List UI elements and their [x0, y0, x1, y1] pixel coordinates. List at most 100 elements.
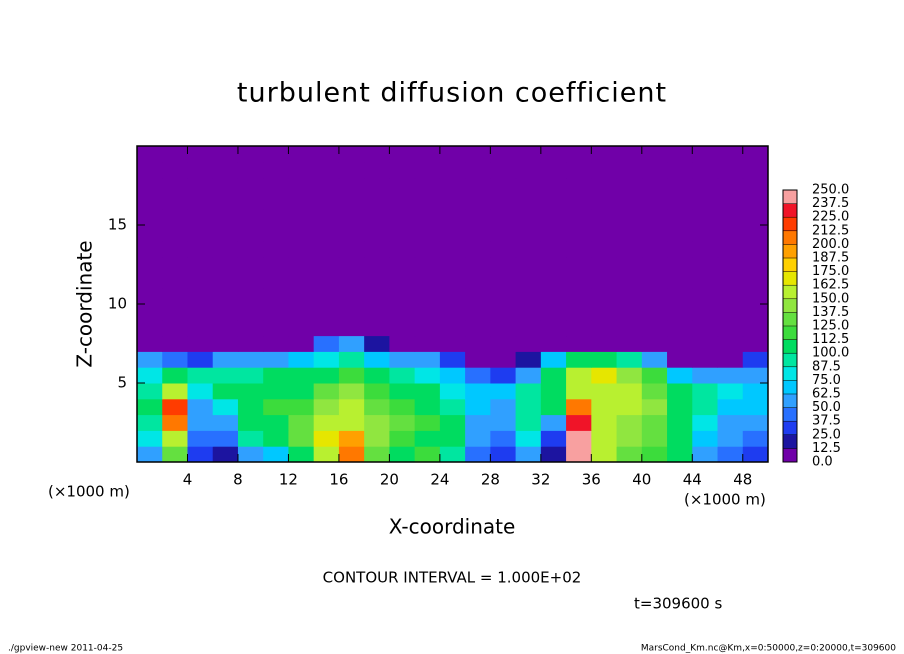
heat-cell	[313, 319, 340, 337]
heat-cell	[566, 430, 592, 447]
heat-cell	[137, 351, 163, 368]
heat-cell	[439, 177, 466, 194]
heat-cell	[263, 193, 289, 210]
heat-cell	[641, 304, 668, 321]
heat-cell	[288, 383, 315, 400]
heat-cell	[414, 193, 441, 210]
heat-cell	[364, 161, 390, 179]
heat-cell	[414, 414, 441, 431]
heat-cell	[667, 177, 693, 194]
heat-cell	[288, 398, 315, 416]
heat-cell	[338, 335, 365, 352]
footer-right: MarsCond_Km.nc@Km,x=0:50000,z=0:20000,t=…	[641, 644, 896, 654]
heat-cell	[162, 256, 188, 273]
heat-cell	[439, 430, 466, 447]
heat-cell	[162, 288, 188, 305]
heat-cell	[313, 288, 340, 305]
heat-cell	[717, 367, 744, 384]
heat-cell	[162, 351, 188, 368]
heat-cell	[364, 335, 390, 352]
heat-cell	[212, 256, 239, 273]
heat-cell	[641, 351, 668, 368]
heat-cell	[364, 146, 390, 163]
heat-cell	[187, 304, 214, 321]
heat-cell	[591, 288, 618, 305]
heat-cell	[439, 256, 466, 273]
heat-cell	[667, 335, 693, 352]
heat-cell	[162, 367, 188, 384]
heat-cell	[616, 177, 643, 194]
heat-cell	[742, 414, 769, 431]
heat-cell	[742, 225, 769, 242]
heat-cell	[187, 319, 214, 337]
heat-cell	[313, 225, 340, 242]
heat-cell	[641, 319, 668, 337]
heat-cell	[439, 319, 466, 337]
heat-cell	[263, 272, 289, 289]
heat-cell	[162, 335, 188, 352]
heat-cell	[742, 177, 769, 194]
heat-cell	[389, 446, 416, 463]
heat-cell	[237, 161, 264, 179]
heat-cell	[263, 335, 289, 352]
heat-cell	[263, 240, 289, 258]
heat-cell	[515, 225, 542, 242]
heat-cell	[263, 398, 289, 416]
colorbar-band	[783, 271, 797, 286]
heat-cell	[641, 256, 668, 273]
heat-cell	[313, 351, 340, 368]
heat-cell	[364, 256, 390, 273]
heat-cell	[137, 225, 163, 242]
colorbar-label: 237.5	[812, 196, 849, 211]
heat-cell	[364, 272, 390, 289]
heat-cell	[137, 319, 163, 337]
heat-cell	[465, 304, 491, 321]
heat-cell	[212, 351, 239, 368]
heat-cell	[364, 351, 390, 368]
heat-cell	[237, 225, 264, 242]
heat-cell	[439, 209, 466, 226]
heat-cell	[540, 367, 567, 384]
heat-cell	[692, 240, 719, 258]
heat-cell	[338, 351, 365, 368]
heat-cell	[742, 335, 769, 352]
heat-cell	[313, 146, 340, 163]
heat-cell	[439, 335, 466, 352]
heat-cell	[490, 351, 517, 368]
heat-cell	[288, 319, 315, 337]
heat-cell	[641, 398, 668, 416]
heat-cell	[717, 240, 744, 258]
heat-cell	[439, 288, 466, 305]
heat-cell	[717, 256, 744, 273]
heat-cell	[364, 193, 390, 210]
heat-cell	[692, 146, 719, 163]
heat-cell	[515, 272, 542, 289]
heat-cell	[566, 335, 592, 352]
heat-cell	[389, 240, 416, 258]
heat-cell	[439, 193, 466, 210]
heat-cell	[717, 335, 744, 352]
heat-cell	[540, 304, 567, 321]
heat-cell	[717, 319, 744, 337]
heat-cell	[616, 161, 643, 179]
heat-cell	[641, 209, 668, 226]
heat-cell	[742, 272, 769, 289]
heat-cell	[540, 383, 567, 400]
colorbar-label: 75.0	[812, 373, 841, 388]
heat-cell	[616, 430, 643, 447]
heat-cell	[439, 383, 466, 400]
x-tick-label: 12	[279, 471, 298, 489]
heat-cell	[490, 177, 517, 194]
heat-cell	[641, 240, 668, 258]
heat-cell	[237, 272, 264, 289]
heat-cell	[490, 209, 517, 226]
heat-cell	[540, 430, 567, 447]
heat-cell	[338, 225, 365, 242]
heat-cell	[515, 446, 542, 463]
heat-cell	[137, 304, 163, 321]
heat-cell	[692, 335, 719, 352]
heat-cell	[263, 146, 289, 163]
heat-cell	[566, 256, 592, 273]
heat-cell	[263, 367, 289, 384]
heat-cell	[212, 414, 239, 431]
